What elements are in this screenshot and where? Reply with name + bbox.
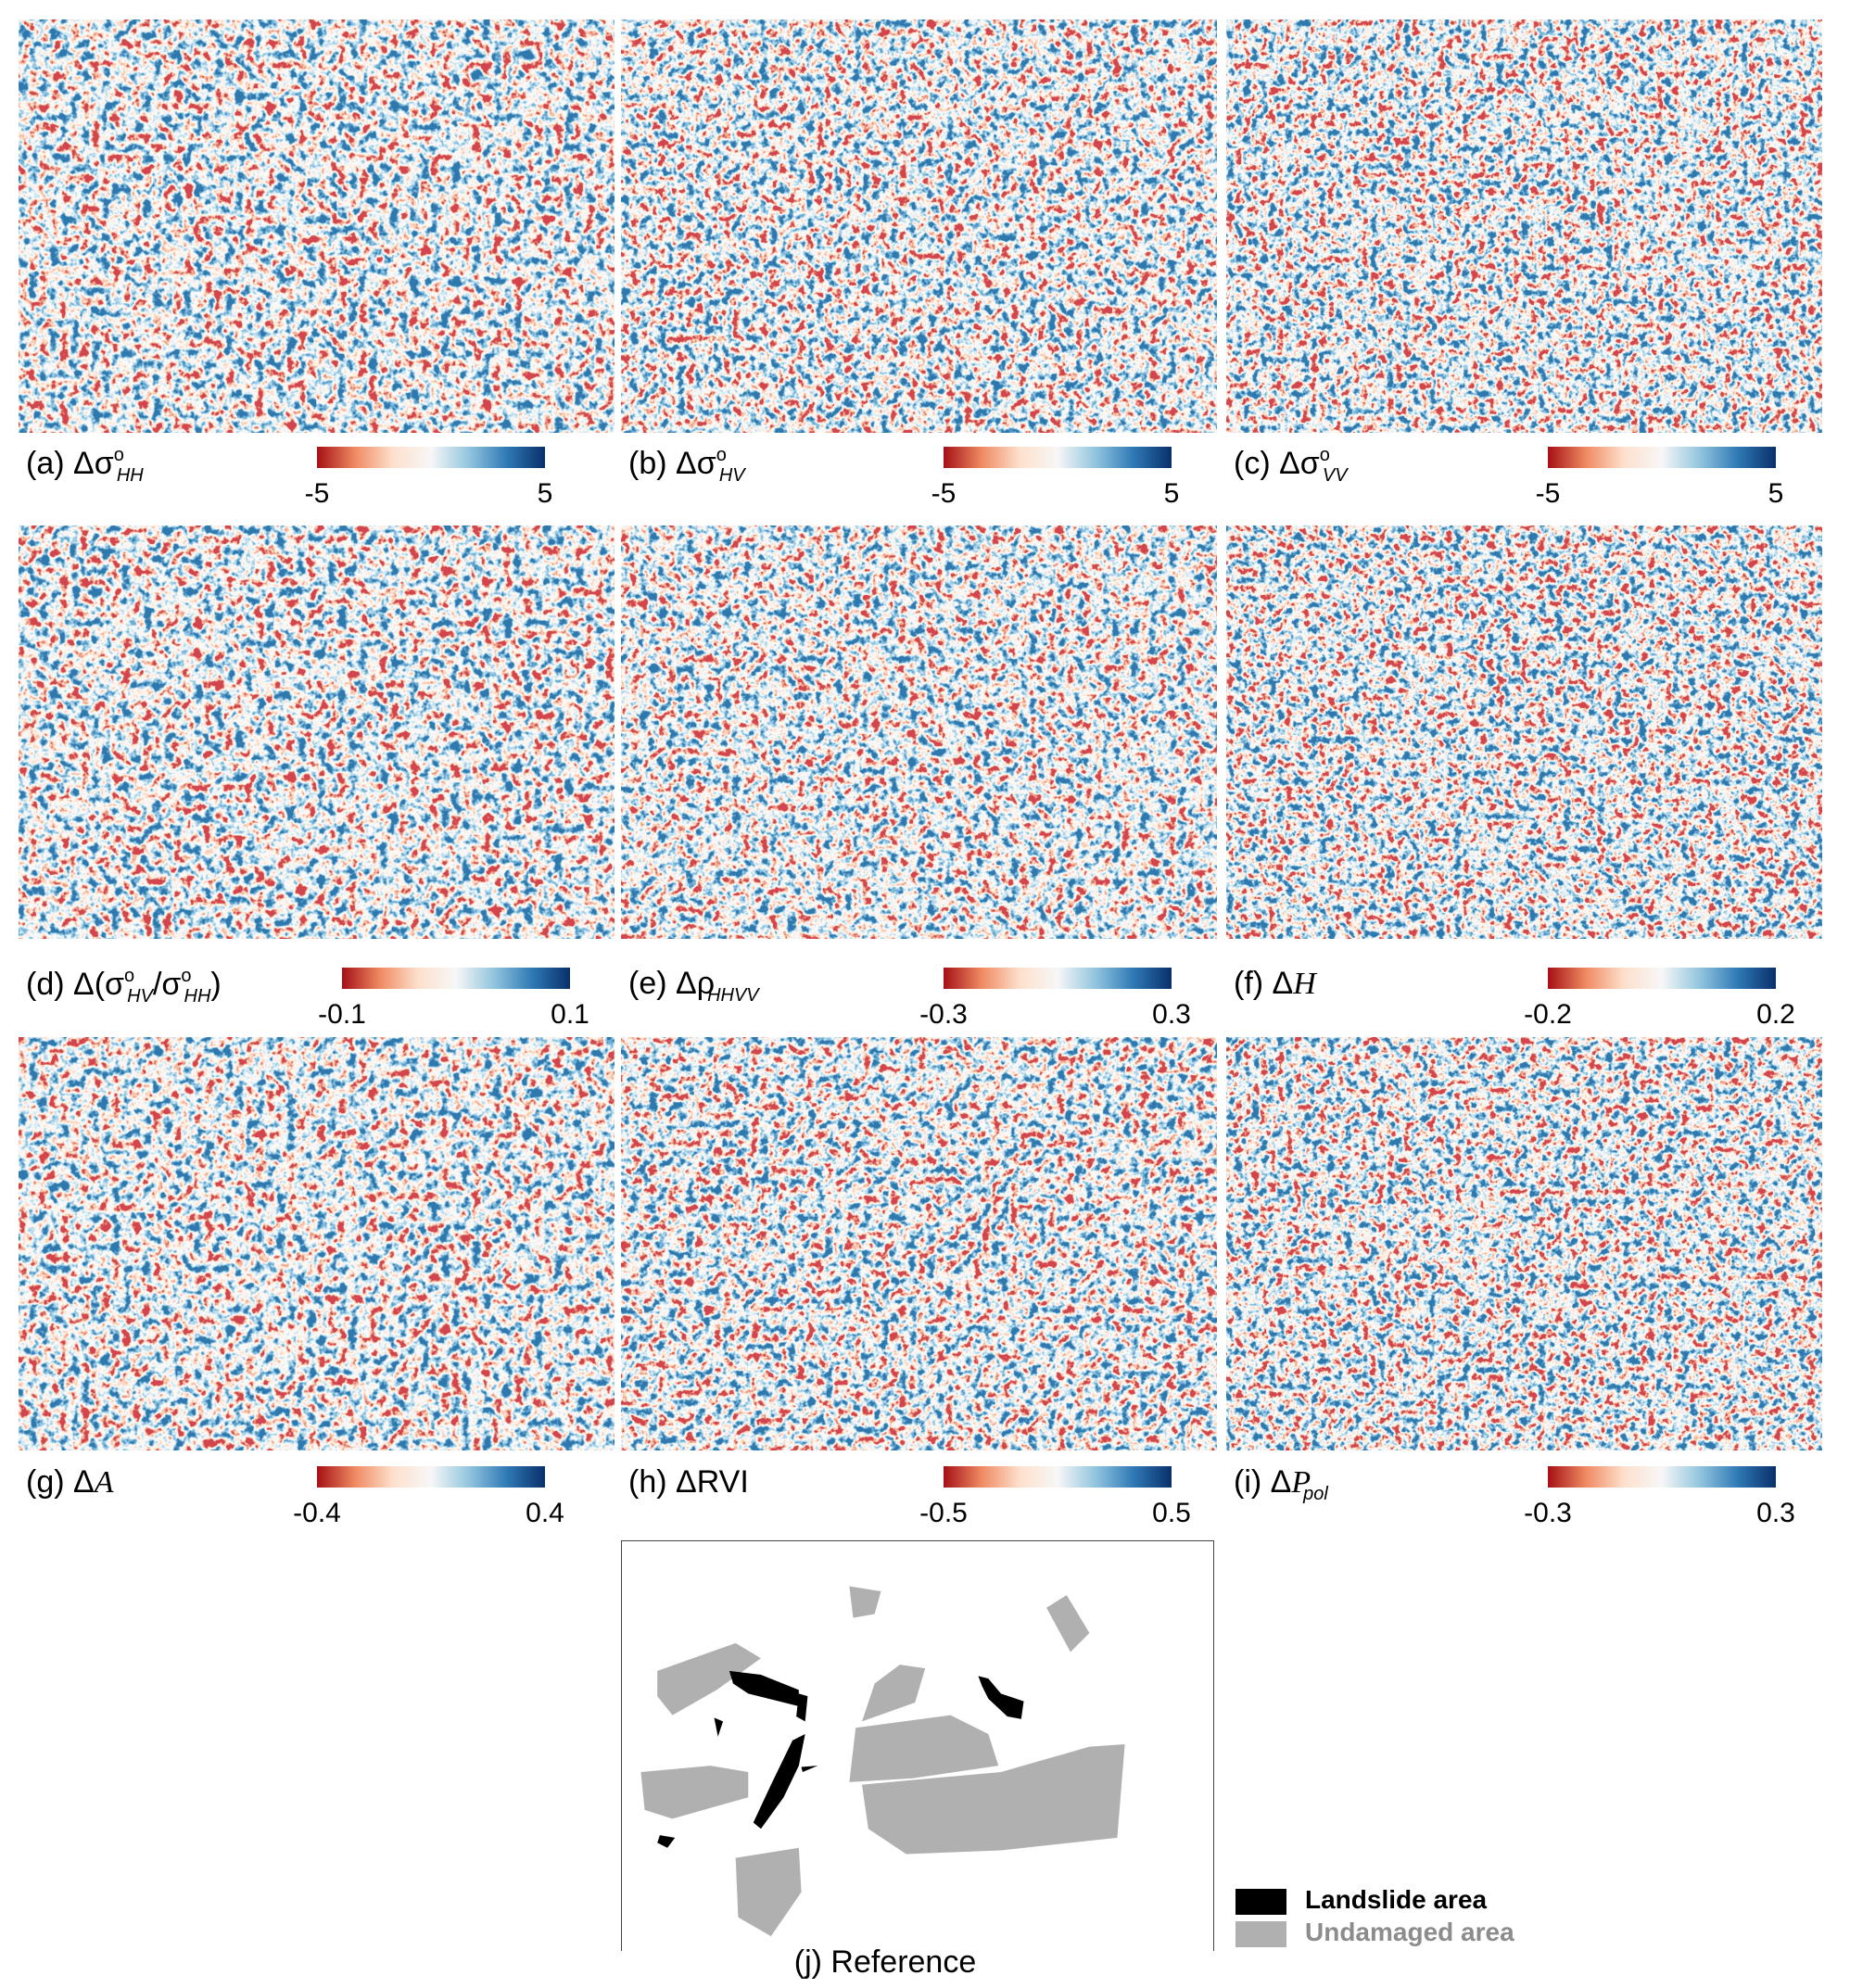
colorbar-max: 0.5 bbox=[1152, 1498, 1191, 1528]
caption-part: o bbox=[181, 966, 192, 986]
caption-part: o bbox=[1319, 445, 1330, 465]
colorbar-min: -0.2 bbox=[1524, 999, 1572, 1030]
legend-swatch bbox=[1235, 1889, 1286, 1915]
colorbar-max: 5 bbox=[1768, 478, 1784, 509]
colorbar-min: -0.3 bbox=[919, 999, 968, 1030]
reference-shapes bbox=[640, 1586, 1125, 1937]
reference-caption: (j) Reference bbox=[793, 1944, 977, 1980]
caption-part: (i) Δ bbox=[1234, 1464, 1292, 1500]
panel-caption: (g) ΔA bbox=[26, 1464, 114, 1500]
legend-swatch bbox=[1235, 1921, 1286, 1947]
colorbar bbox=[1548, 447, 1776, 468]
caption-part: HV bbox=[127, 986, 153, 1007]
panel-caption: (e) ΔρHHVV bbox=[628, 966, 759, 1007]
colorbar-min: -0.1 bbox=[318, 999, 366, 1030]
caption-part: o bbox=[716, 445, 727, 465]
colorbar-min: -5 bbox=[304, 478, 330, 509]
change-map bbox=[1226, 525, 1822, 939]
colorbar-min: -5 bbox=[1535, 478, 1561, 509]
caption-part: ) bbox=[210, 967, 222, 1002]
colorbar-max: 5 bbox=[1163, 478, 1180, 509]
colorbar-max: 0.2 bbox=[1756, 999, 1795, 1030]
caption-part: (e) Δρ bbox=[628, 966, 716, 1001]
panel-caption: (h) ΔRVI bbox=[628, 1464, 749, 1500]
colorbar bbox=[944, 968, 1172, 989]
change-map bbox=[1226, 19, 1822, 433]
noise-image bbox=[621, 19, 1217, 433]
colorbar-max: 0.3 bbox=[1152, 999, 1191, 1030]
change-map bbox=[19, 1037, 615, 1450]
colorbar-min: -0.4 bbox=[293, 1498, 341, 1528]
caption-part: (h) ΔRVI bbox=[628, 1464, 749, 1500]
caption-part: VV bbox=[1322, 465, 1348, 486]
noise-image bbox=[1226, 19, 1822, 433]
caption-part: A bbox=[94, 1465, 114, 1500]
change-map bbox=[19, 525, 615, 939]
caption-part: (b) Δσ bbox=[628, 446, 716, 481]
noise-image bbox=[1226, 1037, 1822, 1450]
colorbar-min: -0.5 bbox=[919, 1498, 968, 1528]
colorbar bbox=[317, 447, 545, 468]
change-map bbox=[1226, 1037, 1822, 1450]
panel-caption: (f) ΔH bbox=[1234, 966, 1316, 1002]
change-map bbox=[19, 19, 615, 433]
panel-caption: (b) ΔσoHV bbox=[628, 445, 745, 487]
change-map bbox=[621, 1037, 1217, 1450]
change-map bbox=[621, 19, 1217, 433]
colorbar bbox=[1548, 968, 1776, 989]
colorbar bbox=[317, 1466, 545, 1488]
caption-part: /σ bbox=[152, 967, 182, 1002]
caption-part: HHVV bbox=[707, 985, 759, 1006]
caption-part: HV bbox=[718, 465, 745, 486]
caption-part: (g) Δ bbox=[26, 1464, 95, 1500]
caption-part: o bbox=[124, 966, 135, 986]
panel-caption: (c) ΔσoVV bbox=[1234, 445, 1348, 487]
caption-part: o bbox=[113, 445, 124, 465]
change-map bbox=[621, 525, 1217, 939]
noise-image bbox=[19, 525, 615, 939]
colorbar bbox=[1548, 1466, 1776, 1488]
caption-part: (a) Δσ bbox=[26, 446, 114, 481]
reference-map bbox=[621, 1540, 1214, 1951]
colorbar bbox=[944, 447, 1172, 468]
noise-image bbox=[19, 1037, 615, 1450]
noise-image bbox=[19, 19, 615, 433]
colorbar-max: 0.1 bbox=[551, 999, 589, 1030]
caption-part: (f) Δ bbox=[1234, 966, 1294, 1001]
caption-part: pol bbox=[1303, 1484, 1328, 1504]
colorbar-max: 0.3 bbox=[1756, 1498, 1795, 1528]
colorbar bbox=[342, 968, 570, 989]
caption-part: H bbox=[1293, 967, 1316, 1001]
noise-image bbox=[621, 525, 1217, 939]
noise-image bbox=[621, 1037, 1217, 1450]
panel-caption: (d) Δ(σoHV/σoHH) bbox=[26, 966, 222, 1007]
caption-part: HH bbox=[116, 465, 144, 486]
caption-part: P bbox=[1291, 1465, 1311, 1500]
caption-part: (d) Δ(σ bbox=[26, 967, 125, 1002]
colorbar-max: 0.4 bbox=[526, 1498, 564, 1528]
colorbar bbox=[944, 1466, 1172, 1488]
colorbar-max: 5 bbox=[537, 478, 553, 509]
colorbar-min: -0.3 bbox=[1524, 1498, 1572, 1528]
caption-part: HH bbox=[184, 986, 211, 1007]
noise-image bbox=[1226, 525, 1822, 939]
colorbar-min: -5 bbox=[931, 478, 957, 509]
legend-label: Landslide area bbox=[1305, 1885, 1488, 1914]
caption-part: (c) Δσ bbox=[1234, 446, 1320, 481]
panel-caption: (i) ΔPpol bbox=[1234, 1464, 1328, 1505]
panel-caption: (a) ΔσoHH bbox=[26, 445, 144, 487]
legend-label: Undamaged area bbox=[1305, 1918, 1514, 1946]
